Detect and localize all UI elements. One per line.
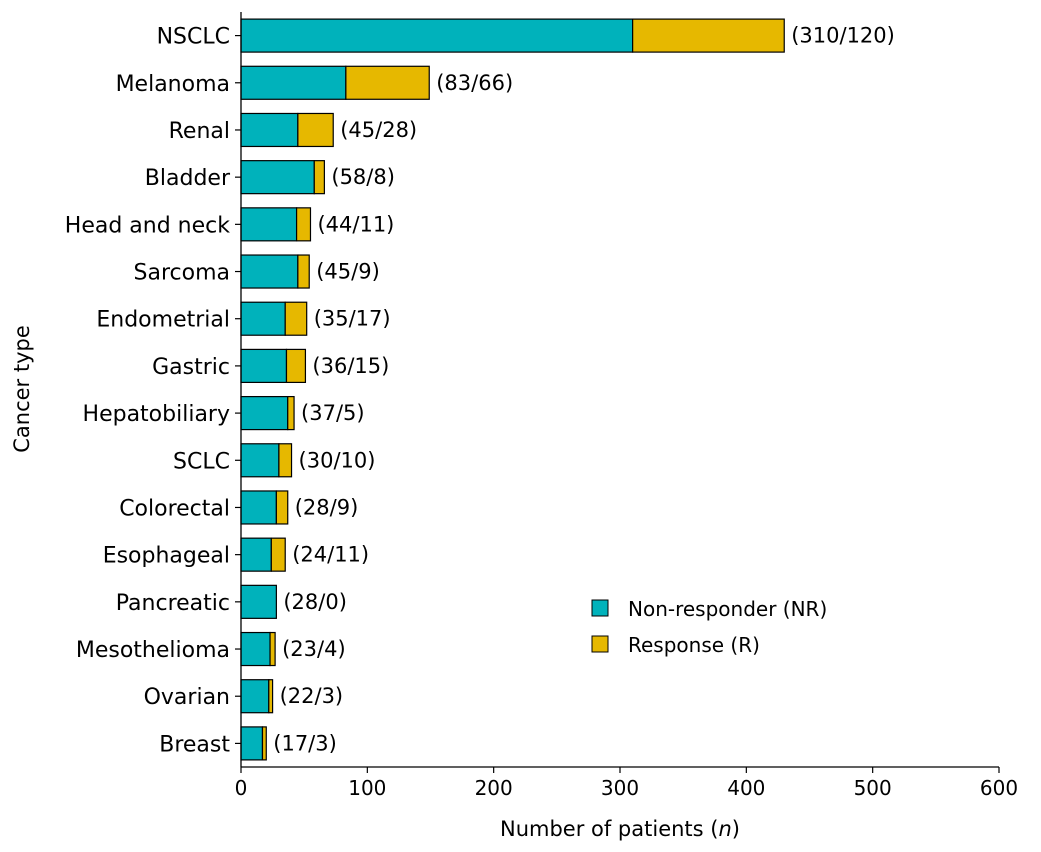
- bar-nonresponder-15: [240, 726, 264, 761]
- x-axis-title: Number of patients (n): [500, 817, 740, 841]
- legend-swatch-response: [591, 635, 609, 653]
- data-label-9: (30/10): [299, 448, 376, 472]
- bar-response-0: [632, 18, 785, 53]
- data-label-6: (35/17): [314, 307, 391, 331]
- bar-nonresponder-4: [240, 207, 298, 242]
- data-label-14: (22/3): [280, 684, 344, 708]
- category-label-3: Bladder: [145, 166, 231, 191]
- bar-response-8: [287, 395, 295, 431]
- bar-nonresponder-12: [240, 584, 277, 619]
- y-category-labels: NSCLC Melanoma Renal Bladder Head and neck Sa…: [65, 25, 241, 757]
- category-label-1: Melanoma: [116, 72, 230, 97]
- bar-nonresponder-14: [240, 679, 270, 714]
- x-tick-label-3: 300: [601, 776, 639, 800]
- bar-nonresponder-1: [240, 65, 347, 100]
- bar-response-7: [285, 348, 307, 384]
- bar-response-11: [270, 537, 286, 572]
- bar-nonresponder-13: [240, 631, 271, 667]
- x-tick-label-4: 400: [727, 776, 765, 800]
- bar-response-1: [345, 65, 430, 100]
- bar-nonresponder-10: [240, 490, 277, 525]
- bar-response-10: [275, 490, 289, 525]
- data-label-10: (28/9): [295, 495, 359, 519]
- bar-response-2: [297, 112, 334, 148]
- category-label-4: Head and neck: [65, 213, 230, 238]
- bar-nonresponder-2: [240, 112, 299, 148]
- category-label-8: Hepatobiliary: [83, 402, 230, 427]
- bar-nonresponder-7: [240, 348, 288, 384]
- bar-response-13: [269, 631, 276, 667]
- bar-nonresponder-5: [240, 254, 299, 289]
- category-label-14: Ovarian: [144, 685, 230, 710]
- legend-label-response: Response (R): [628, 633, 760, 657]
- category-label-6: Endometrial: [96, 308, 230, 333]
- category-label-7: Gastric: [152, 355, 230, 380]
- bar-nonresponder-9: [240, 443, 280, 478]
- data-label-15: (17/3): [273, 731, 337, 755]
- bar-nonresponder-0: [240, 18, 634, 53]
- x-tick-label-6: 600: [980, 776, 1018, 800]
- bar-response-3: [313, 160, 325, 195]
- category-label-11: Esophageal: [103, 544, 230, 569]
- bar-nonresponder-11: [240, 537, 272, 572]
- plot-area: (310/120) (83/66) (45/28) (58/8) (44/11) (45/…: [240, 18, 895, 761]
- legend-label-nonresponder: Non-responder (NR): [628, 597, 827, 621]
- category-label-10: Colorectal: [119, 496, 230, 521]
- data-label-4: (44/11): [317, 212, 394, 236]
- legend-swatch-nonresponder: [591, 599, 609, 617]
- category-label-15: Breast: [159, 732, 230, 757]
- bar-response-4: [295, 207, 312, 242]
- data-label-3: (58/8): [331, 165, 395, 189]
- x-tick-label-0: 0: [235, 776, 248, 800]
- bar-response-6: [284, 301, 308, 336]
- data-label-5: (45/9): [316, 260, 380, 284]
- category-label-5: Sarcoma: [134, 261, 230, 286]
- x-tick-label-5: 500: [854, 776, 892, 800]
- bar-response-14: [268, 679, 274, 714]
- category-label-9: SCLC: [173, 449, 230, 474]
- data-label-13: (23/4): [282, 637, 346, 661]
- data-label-11: (24/11): [292, 543, 369, 567]
- bar-nonresponder-8: [240, 395, 289, 431]
- bar-response-5: [297, 254, 310, 289]
- y-axis-title: Cancer type: [10, 325, 34, 453]
- category-label-13: Mesothelioma: [76, 638, 230, 663]
- bar-response-15: [261, 726, 267, 761]
- category-label-0: NSCLC: [157, 25, 230, 50]
- x-ticks: 0 100 200 300 400 500 600: [235, 767, 1018, 800]
- bar-nonresponder-6: [240, 301, 286, 336]
- category-label-2: Renal: [169, 119, 230, 144]
- data-label-8: (37/5): [301, 401, 365, 425]
- data-label-7: (36/15): [312, 354, 389, 378]
- data-label-12: (28/0): [283, 590, 347, 614]
- x-tick-label-1: 100: [348, 776, 386, 800]
- legend: Non-responder (NR) Response (R): [591, 597, 827, 657]
- data-label-1: (83/66): [436, 71, 513, 95]
- bar-nonresponder-3: [240, 160, 315, 195]
- bar-response-9: [278, 443, 293, 478]
- category-label-12: Pancreatic: [116, 591, 230, 616]
- x-tick-label-2: 200: [475, 776, 513, 800]
- data-label-2: (45/28): [340, 118, 417, 142]
- data-label-0: (310/120): [791, 24, 895, 48]
